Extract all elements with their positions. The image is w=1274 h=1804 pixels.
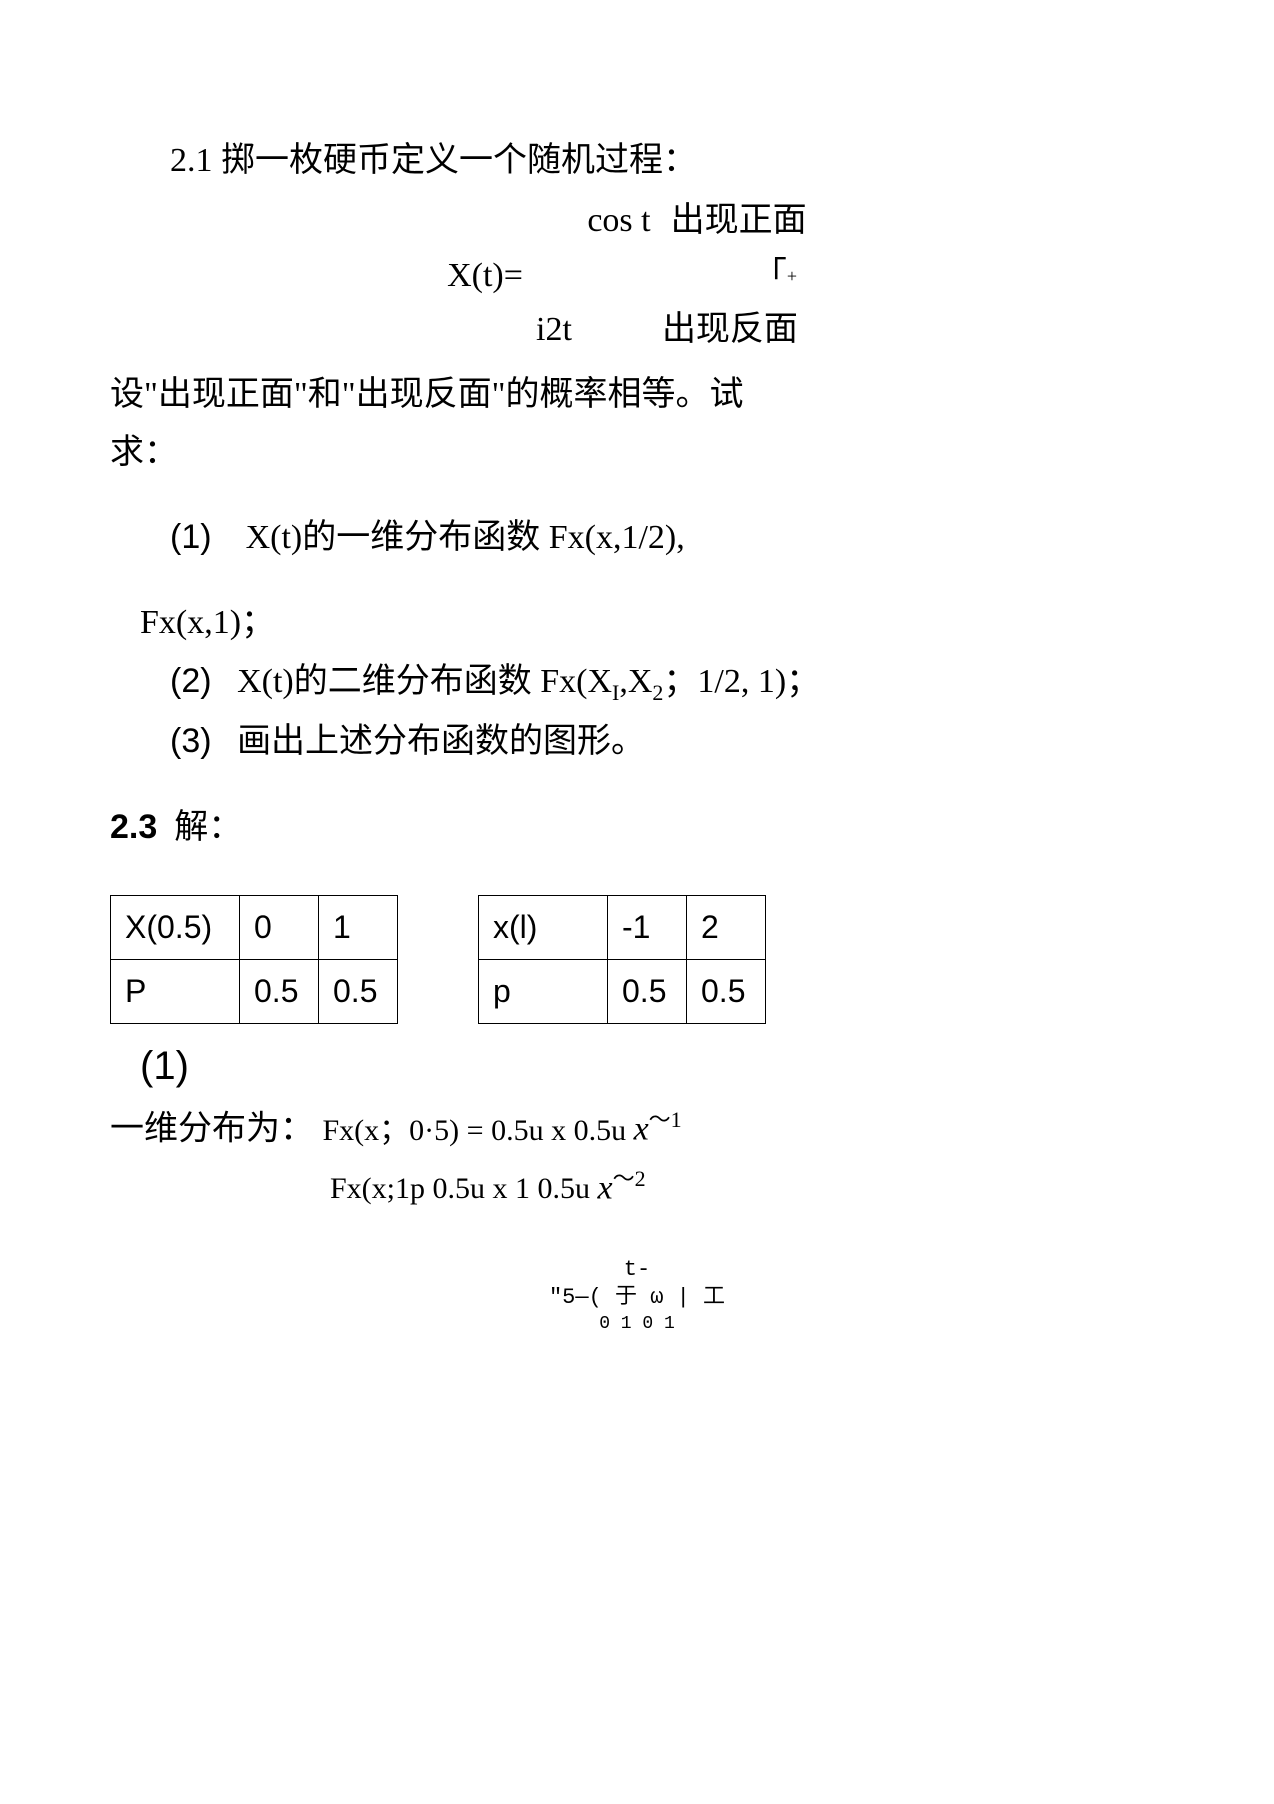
table-cell: 0.5 [687, 960, 766, 1024]
premise-line-2: 求： [110, 426, 1164, 480]
table-cell: -1 [608, 895, 687, 959]
q2-text-b: ,X [619, 663, 652, 700]
q2-number: (2) [170, 662, 212, 700]
table-row: x(l) -1 2 [479, 895, 766, 959]
q2-text-a: X(t)的二维分布函数 Fx(X [237, 663, 612, 700]
table-row: X(0.5) 0 1 [111, 895, 398, 959]
eq-case1-right: 出现正面 [671, 194, 807, 248]
ans1-formula2-end: ～2 [613, 1166, 646, 1191]
ans1-formula1-end: ～1 [649, 1107, 682, 1132]
eq-lhs: X(t)= [447, 249, 523, 303]
answer-1-line1: 一维分布为： Fx(x；0·5) = 0.5u x 0.5u x～1 [110, 1102, 1164, 1157]
q1-text: X(t)的一维分布函数 Fx(x,1/2), [246, 519, 685, 556]
answer-1-line2: Fx(x;1p 0.5u x 1 0.5u x～2 [110, 1161, 1164, 1216]
table-row: P 0.5 0.5 [111, 960, 398, 1024]
table-x-1: x(l) -1 2 p 0.5 0.5 [478, 895, 766, 1024]
eq-brace: 「 [753, 249, 787, 303]
question-1: (1) X(t)的一维分布函数 Fx(x,1/2), [110, 510, 1164, 565]
table-cell: 0.5 [319, 960, 398, 1024]
document-page: 2.1 掷一枚硬币定义一个随机过程： cos t 出现正面 X(t)= 「 + … [0, 0, 1274, 1804]
ans1-formula2-a: Fx(x;1p 0.5u x 1 0.5u [330, 1172, 598, 1205]
sec23-num: 2.3 [110, 808, 157, 846]
table-x-0-5: X(0.5) 0 1 P 0.5 0.5 [110, 895, 398, 1024]
eq-case1-left: cos t [587, 194, 650, 248]
table-cell: P [111, 960, 240, 1024]
eq-case2-left: i2t [536, 303, 572, 357]
premise-line-1: 设"出现正面"和"出现反面"的概率相等。试 [110, 368, 1164, 422]
q2-sub2: 2 [652, 680, 663, 705]
ans1-formula2-x: x [598, 1169, 613, 1206]
table-cell: x(l) [479, 895, 608, 959]
problem-title: 2.1 掷一枚硬币定义一个随机过程： [110, 134, 1164, 188]
q2-text-c: ；1/2, 1)； [663, 663, 820, 700]
ans1-label: 一维分布为： [110, 1111, 314, 1148]
table-cell: 1 [319, 895, 398, 959]
question-1-cont: Fx(x,1)； [110, 596, 1164, 650]
eq-tiny-mark: + [787, 262, 827, 291]
eq-case2-right: 出现反面 [662, 303, 798, 357]
table-cell: 0 [240, 895, 319, 959]
q1-number: (1) [170, 518, 212, 556]
table-cell: p [479, 960, 608, 1024]
sketch-line-3: 0 1 0 1 [110, 1313, 1164, 1336]
sketch-line-1: t- [110, 1256, 1164, 1285]
sketch-line-2: ″5—( 于 ω | 工 [110, 1284, 1164, 1313]
sketch-area: t- ″5—( 于 ω | 工 0 1 0 1 [110, 1256, 1164, 1337]
ans1-formula1-a: Fx(x；0·5) = 0.5u x 0.5u [323, 1114, 634, 1147]
table-row: p 0.5 0.5 [479, 960, 766, 1024]
q3-text: 画出上述分布函数的图形。 [237, 723, 645, 760]
q3-number: (3) [170, 722, 212, 760]
ans1-number: (1) [140, 1044, 189, 1088]
tables-row: X(0.5) 0 1 P 0.5 0.5 x(l) -1 2 p 0.5 0.5 [110, 895, 1164, 1024]
section-2-3: 2.3 解： [110, 800, 1164, 855]
sec23-label: 解： [174, 809, 242, 846]
question-2: (2) X(t)的二维分布函数 Fx(XI,X2；1/2, 1)； [110, 654, 1164, 710]
table-cell: 0.5 [608, 960, 687, 1024]
answer-1-num: (1) [110, 1034, 1164, 1098]
equation-block: cos t 出现正面 X(t)= 「 + i2t 出现反面 [447, 194, 827, 357]
question-3: (3) 画出上述分布函数的图形。 [110, 714, 1164, 769]
table-cell: 0.5 [240, 960, 319, 1024]
table-cell: 2 [687, 895, 766, 959]
table-cell: X(0.5) [111, 895, 240, 959]
ans1-formula1-x: x [634, 1111, 649, 1148]
